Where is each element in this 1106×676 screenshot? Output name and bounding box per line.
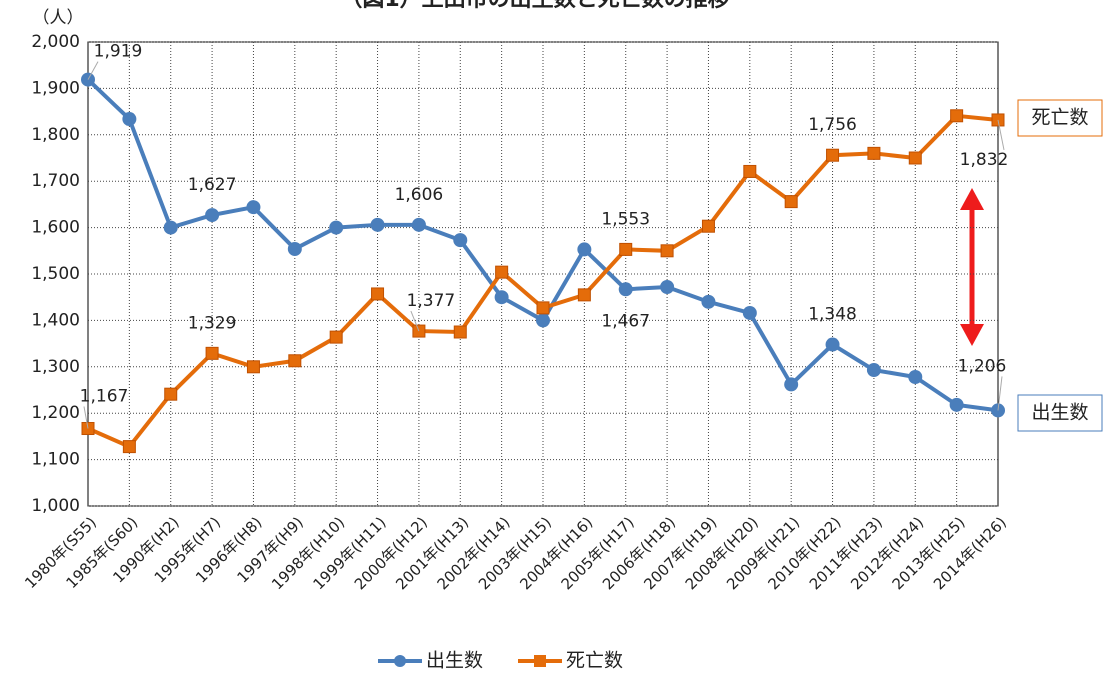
marker bbox=[205, 346, 219, 360]
data-label: 1,377 bbox=[407, 291, 456, 311]
data-label: 1,348 bbox=[808, 305, 857, 325]
data-label: 1,606 bbox=[395, 185, 444, 205]
red-arrow bbox=[960, 188, 984, 346]
leader-line bbox=[997, 119, 1005, 151]
marker bbox=[743, 164, 757, 178]
marker bbox=[371, 287, 385, 301]
callout: 出生数 bbox=[1031, 402, 1088, 424]
marker bbox=[908, 370, 923, 385]
data-label: 1,553 bbox=[601, 209, 650, 229]
data-label: 1,206 bbox=[958, 356, 1007, 376]
marker bbox=[950, 109, 964, 123]
chart-title: （図1）上田市の出生数と死亡数の推移 bbox=[340, 0, 729, 12]
data-label: 1,919 bbox=[94, 42, 143, 62]
marker bbox=[867, 146, 881, 160]
leader-line bbox=[83, 406, 89, 429]
marker bbox=[246, 360, 260, 374]
data-label: 1,832 bbox=[960, 150, 1009, 170]
marker bbox=[701, 219, 715, 233]
marker bbox=[205, 208, 220, 223]
y-tick-label: 1,300 bbox=[31, 357, 80, 377]
y-unit: （人） bbox=[33, 8, 84, 28]
marker bbox=[536, 313, 550, 328]
marker bbox=[122, 440, 136, 454]
y-tick-label: 1,000 bbox=[31, 496, 80, 516]
marker bbox=[287, 241, 302, 256]
marker bbox=[536, 301, 550, 315]
marker bbox=[742, 305, 757, 320]
leader-line bbox=[410, 310, 420, 332]
y-tick-label: 1,700 bbox=[31, 171, 80, 191]
marker bbox=[701, 294, 716, 309]
x-tick-label: 2014年(H26) bbox=[930, 513, 1010, 593]
data-label: 1,627 bbox=[188, 175, 237, 195]
marker bbox=[453, 325, 467, 339]
y-tick-label: 1,500 bbox=[31, 264, 80, 284]
y-tick-label: 1,100 bbox=[31, 450, 80, 470]
marker bbox=[246, 200, 261, 215]
marker bbox=[908, 151, 922, 165]
leader-line bbox=[87, 61, 99, 80]
marker bbox=[164, 387, 178, 401]
callout-box bbox=[1017, 394, 1103, 432]
marker bbox=[949, 397, 964, 412]
data-label: 1,467 bbox=[601, 311, 650, 331]
marker bbox=[577, 242, 592, 257]
data-label: 1,167 bbox=[80, 387, 129, 407]
y-tick-label: 1,200 bbox=[31, 403, 80, 423]
marker bbox=[370, 217, 385, 232]
marker bbox=[122, 112, 137, 127]
y-tick-label: 1,600 bbox=[31, 218, 80, 238]
marker bbox=[660, 279, 675, 294]
y-tick-label: 1,400 bbox=[31, 310, 80, 330]
y-tick-label: 1,900 bbox=[31, 78, 80, 98]
y-tick-label: 2,000 bbox=[31, 32, 80, 52]
marker bbox=[784, 195, 798, 209]
marker bbox=[618, 282, 633, 297]
marker bbox=[163, 220, 178, 235]
marker bbox=[577, 288, 591, 302]
callout-box bbox=[1017, 99, 1103, 137]
marker bbox=[453, 233, 468, 248]
legend-label: 出生数 bbox=[426, 650, 483, 672]
marker bbox=[411, 217, 426, 232]
marker bbox=[329, 330, 343, 344]
marker bbox=[825, 337, 840, 352]
legend-marker bbox=[394, 655, 406, 667]
callout: 死亡数 bbox=[1031, 107, 1088, 129]
data-label: 1,756 bbox=[808, 115, 857, 135]
y-tick-label: 1,800 bbox=[31, 125, 80, 145]
marker bbox=[329, 220, 344, 235]
marker bbox=[288, 354, 302, 368]
leader-line bbox=[997, 376, 1003, 411]
marker bbox=[495, 265, 509, 279]
legend-marker bbox=[534, 655, 546, 667]
marker bbox=[866, 363, 881, 378]
legend-label: 死亡数 bbox=[566, 650, 623, 672]
marker bbox=[784, 377, 799, 392]
marker bbox=[619, 242, 633, 256]
marker bbox=[660, 244, 674, 258]
marker bbox=[826, 148, 840, 162]
data-label: 1,329 bbox=[188, 313, 237, 333]
marker bbox=[494, 290, 509, 305]
